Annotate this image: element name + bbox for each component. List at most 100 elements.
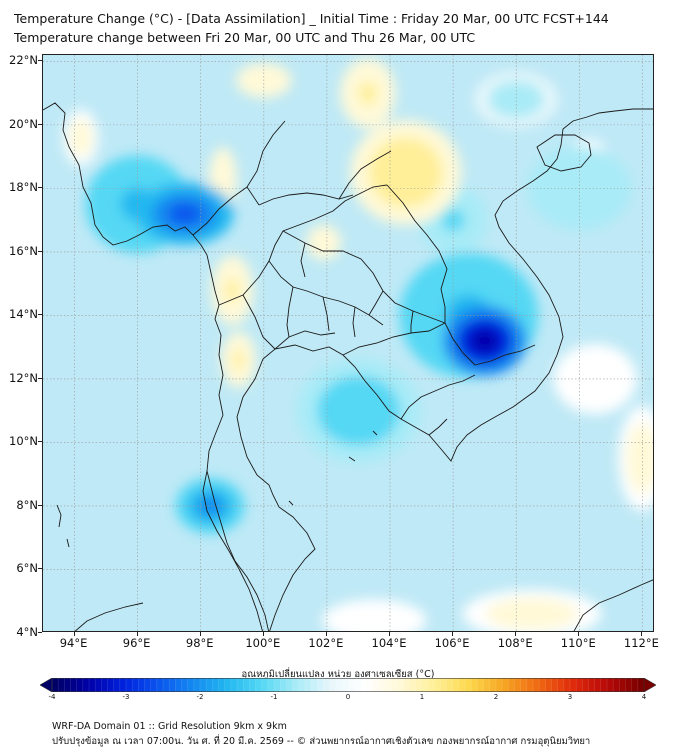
colorbar [40, 678, 656, 692]
colorbar-tick-label: 2 [493, 693, 499, 701]
longitude-tick [389, 632, 390, 636]
anomaly-blob [75, 128, 87, 147]
colorbar-segment [366, 678, 374, 692]
latitude-label: 14°N [9, 307, 38, 322]
colorbar-segment [409, 678, 417, 692]
colorbar-tick-label: 0 [345, 693, 351, 701]
longitude-tick [262, 632, 264, 636]
anomaly-blob [337, 393, 380, 429]
colorbar-segment [187, 678, 195, 692]
colorbar-segment [637, 678, 645, 692]
latitude-label: 4°N [16, 625, 38, 639]
colorbar-segment [372, 678, 380, 692]
colorbar-tick-label: -4 [48, 693, 56, 701]
longitude-label: 110°E [560, 636, 596, 650]
colorbar-segment [113, 678, 121, 692]
colorbar-segment [58, 678, 65, 692]
longitude-tick [136, 632, 138, 636]
temperature-change-map [42, 54, 654, 632]
latitude-tick [38, 60, 42, 62]
colorbar-segment [471, 678, 478, 692]
colorbar-title: อุณหภูมิเปลี่ยนแปลง หน่วย องศาเซลเซียส (… [241, 669, 435, 680]
colorbar-segment [267, 678, 275, 692]
latitude-tick [38, 504, 42, 506]
map-subtitle: Temperature change between Fri 20 Mar, 0… [14, 30, 476, 45]
coastlines-and-borders [43, 102, 653, 631]
colorbar-segment [631, 678, 639, 692]
anomaly-blob [356, 613, 392, 628]
anomaly-blob [168, 203, 202, 225]
colorbar-tick-label: 4 [641, 693, 647, 701]
colorbar-segment [600, 678, 608, 692]
colorbar-segment [329, 678, 337, 692]
colorbar-segment [175, 678, 182, 692]
colorbar-segment [477, 678, 485, 692]
colorbar-segment [218, 678, 226, 692]
colorbar-segment [212, 678, 219, 692]
colorbar-border [51, 678, 645, 692]
latitude-label: 16°N [9, 243, 38, 258]
colorbar-segment [613, 678, 620, 692]
colorbar-segment [563, 678, 571, 692]
colorbar-segment [82, 678, 90, 692]
latitude-tick [38, 187, 42, 189]
colorbar-segment [496, 678, 503, 692]
colorbar-segment [459, 678, 466, 692]
colorbar-segment [144, 678, 152, 692]
colorbar-segment [101, 678, 108, 692]
colorbar-segment [132, 678, 139, 692]
colorbar-segment [70, 678, 78, 692]
footer-model-info: WRF-DA Domain 01 :: Grid Resolution 9km … [52, 721, 287, 732]
colorbar-segment [200, 678, 207, 692]
colorbar-segment [594, 678, 602, 692]
colorbar-segment [181, 678, 189, 692]
colorbar-segment [551, 678, 559, 692]
colorbar-segment [150, 678, 158, 692]
colorbar-segment [163, 678, 170, 692]
colorbar-segment [348, 678, 355, 692]
colorbar-segment [126, 678, 133, 692]
colorbar-segment [280, 678, 287, 692]
anomaly-field [63, 58, 653, 631]
colorbar-tick-label: -2 [196, 693, 204, 701]
colorbar-segment [576, 678, 583, 692]
colorbar-segment [397, 678, 404, 692]
colorbar-segment [341, 678, 349, 692]
colorbar-segment [403, 678, 411, 692]
colorbar-segment [237, 678, 244, 692]
longitude-label: 104°E [371, 636, 407, 650]
colorbar-segment [206, 678, 213, 692]
colorbar-segment [378, 678, 386, 692]
colorbar-segment [89, 678, 96, 692]
colorbar-segment [452, 678, 460, 692]
anomaly-blob [502, 90, 531, 109]
colorbar-segment [582, 678, 589, 692]
latitude-label: 20°N [9, 116, 38, 131]
colorbar-segment [533, 678, 540, 692]
colorbar-segment [415, 678, 423, 692]
latitude-tick [38, 377, 42, 379]
latitude-tick [38, 568, 42, 570]
latitude-tick [38, 632, 42, 633]
anomaly-blob [198, 496, 222, 516]
colorbar-segment [502, 678, 509, 692]
map-title: Temperature Change (°C) - [Data Assimila… [14, 11, 609, 26]
longitude-label: 100°E [245, 636, 281, 650]
colorbar-segment [95, 678, 102, 692]
colorbar-segment [76, 678, 84, 692]
longitude-label: 94°E [59, 636, 88, 650]
colorbar-segment [255, 678, 263, 692]
colorbar-segment [465, 678, 472, 692]
anomaly-blob [218, 168, 228, 190]
colorbar-segment [193, 678, 201, 692]
colorbar-segment [261, 678, 269, 692]
colorbar-extend-low [40, 678, 53, 692]
colorbar-segment [52, 678, 59, 692]
longitude-tick [452, 632, 454, 636]
colorbar-segment [625, 678, 633, 692]
colorbar-segment [335, 678, 343, 692]
latitude-tick [38, 250, 42, 252]
colorbar-segment [230, 678, 238, 692]
anomaly-blob [387, 155, 425, 190]
colorbar-segment [526, 678, 534, 692]
